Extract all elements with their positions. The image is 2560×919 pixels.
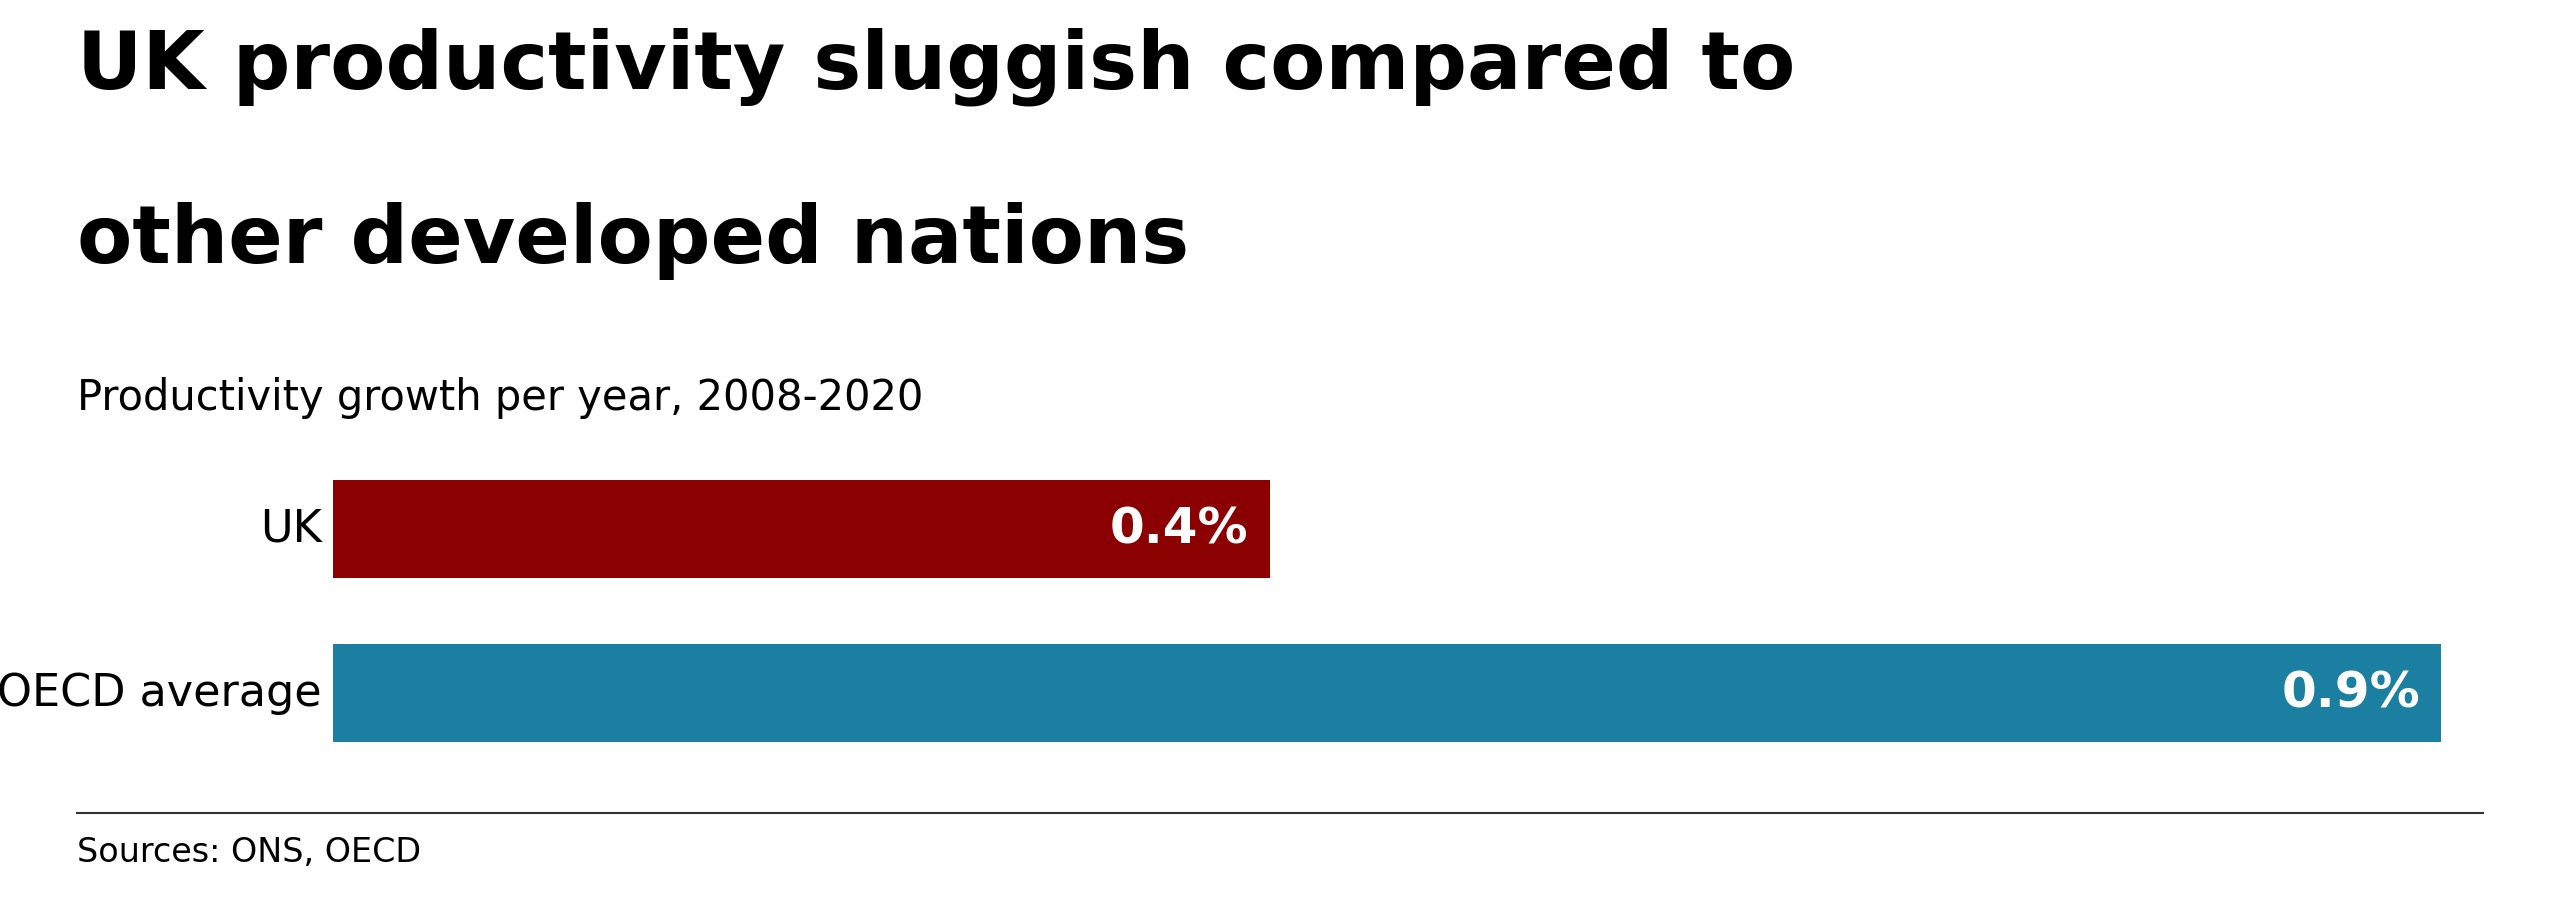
- Text: B: B: [2368, 854, 2394, 883]
- Text: C: C: [2450, 854, 2470, 883]
- Text: OECD average: OECD average: [0, 672, 323, 715]
- Text: Sources: ONS, OECD: Sources: ONS, OECD: [77, 836, 420, 869]
- Bar: [333, 480, 1270, 578]
- Bar: [333, 644, 2442, 743]
- Text: UK productivity sluggish compared to: UK productivity sluggish compared to: [77, 28, 1795, 106]
- Text: UK: UK: [261, 507, 323, 550]
- Text: Productivity growth per year, 2008-2020: Productivity growth per year, 2008-2020: [77, 377, 924, 419]
- Text: 0.4%: 0.4%: [1111, 505, 1249, 553]
- Text: B: B: [2289, 854, 2314, 883]
- Text: 0.9%: 0.9%: [2281, 669, 2419, 717]
- Text: other developed nations: other developed nations: [77, 202, 1188, 280]
